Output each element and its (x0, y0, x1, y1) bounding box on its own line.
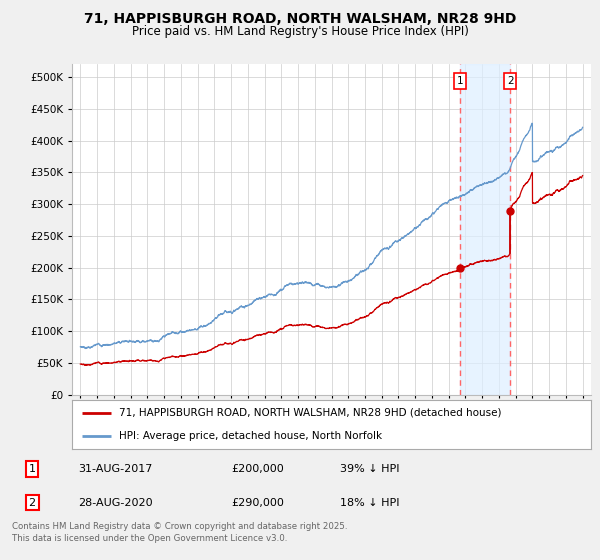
Text: 1: 1 (457, 76, 463, 86)
Text: £290,000: £290,000 (231, 497, 284, 507)
Text: 2: 2 (507, 76, 514, 86)
Text: 18% ↓ HPI: 18% ↓ HPI (340, 497, 400, 507)
Text: 31-AUG-2017: 31-AUG-2017 (78, 464, 152, 474)
Text: 1: 1 (29, 464, 35, 474)
Bar (460, 64, 510, 395)
Text: Price paid vs. HM Land Registry's House Price Index (HPI): Price paid vs. HM Land Registry's House … (131, 25, 469, 38)
Text: 39% ↓ HPI: 39% ↓ HPI (340, 464, 400, 474)
Text: 28-AUG-2020: 28-AUG-2020 (78, 497, 153, 507)
Text: 71, HAPPISBURGH ROAD, NORTH WALSHAM, NR28 9HD (detached house): 71, HAPPISBURGH ROAD, NORTH WALSHAM, NR2… (119, 408, 501, 418)
Text: Contains HM Land Registry data © Crown copyright and database right 2025.
This d: Contains HM Land Registry data © Crown c… (12, 522, 347, 543)
Text: 2: 2 (29, 497, 36, 507)
Text: £200,000: £200,000 (231, 464, 284, 474)
Text: 71, HAPPISBURGH ROAD, NORTH WALSHAM, NR28 9HD: 71, HAPPISBURGH ROAD, NORTH WALSHAM, NR2… (84, 12, 516, 26)
Text: HPI: Average price, detached house, North Norfolk: HPI: Average price, detached house, Nort… (119, 431, 382, 441)
